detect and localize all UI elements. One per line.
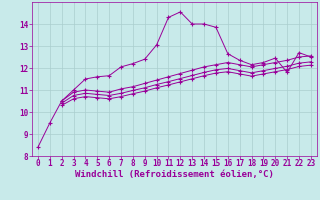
X-axis label: Windchill (Refroidissement éolien,°C): Windchill (Refroidissement éolien,°C) — [75, 170, 274, 179]
